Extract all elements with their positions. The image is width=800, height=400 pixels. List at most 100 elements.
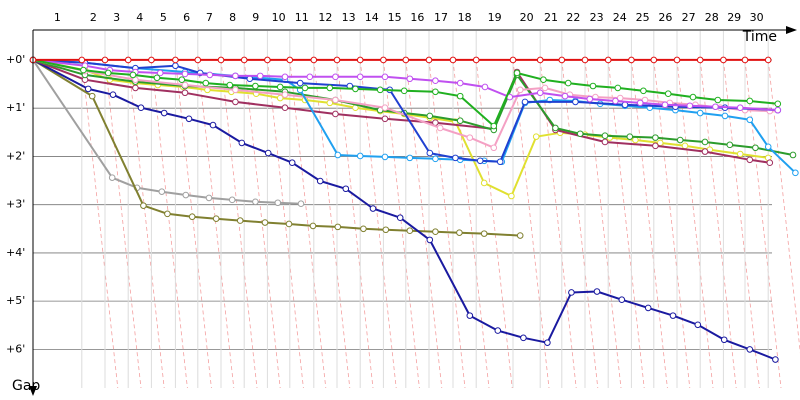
series-point xyxy=(516,86,524,94)
lap-dashed-line xyxy=(313,59,351,389)
y-tick-label: +2' xyxy=(6,149,25,162)
series-point xyxy=(614,84,622,92)
series-point xyxy=(240,56,248,64)
series-point xyxy=(402,56,410,64)
series-point xyxy=(476,157,484,165)
series-point xyxy=(281,73,289,81)
lap-dashed-line xyxy=(428,59,466,389)
series-point xyxy=(104,69,112,77)
series-point xyxy=(205,194,213,202)
x-axis-arrow xyxy=(786,26,797,34)
series-point xyxy=(406,227,414,235)
series-point xyxy=(252,198,259,206)
series-point xyxy=(209,121,217,129)
lap-label: 5 xyxy=(160,11,167,24)
lap-dashed-line xyxy=(512,59,550,389)
series-point xyxy=(288,159,296,167)
series-point xyxy=(426,112,434,120)
series-point xyxy=(721,112,729,120)
series-point xyxy=(202,79,210,87)
series-point xyxy=(406,154,414,162)
series-point xyxy=(172,56,179,64)
lap-dashed-line xyxy=(220,59,258,389)
series-point xyxy=(281,104,289,112)
series-point xyxy=(746,97,754,105)
series-point xyxy=(764,56,772,64)
series-point xyxy=(238,139,246,147)
series-point xyxy=(132,84,139,92)
series-point xyxy=(158,188,166,195)
lap-label: 8 xyxy=(229,11,236,24)
lap-label: 7 xyxy=(206,11,213,24)
series-point xyxy=(140,202,147,209)
series-point xyxy=(153,74,161,82)
series-point xyxy=(686,102,694,110)
series-point xyxy=(561,92,569,100)
series-point xyxy=(160,109,168,117)
lap-label: 10 xyxy=(272,11,286,24)
series-point xyxy=(380,56,387,64)
series-point xyxy=(466,312,474,319)
lap-label: 9 xyxy=(252,11,259,24)
lap-dashed-line xyxy=(699,59,737,389)
series-point xyxy=(178,76,186,84)
series-point xyxy=(382,226,390,234)
series-point xyxy=(746,116,754,124)
lap-label: 16 xyxy=(410,11,424,24)
series-point xyxy=(689,93,697,101)
series-point xyxy=(696,109,704,117)
series-point xyxy=(589,82,597,90)
series-point xyxy=(586,95,594,103)
series-point xyxy=(286,56,294,64)
series-point xyxy=(466,134,474,141)
lap-dashed-line xyxy=(127,59,165,389)
series-point xyxy=(741,56,749,64)
series-point xyxy=(232,98,239,106)
series-point xyxy=(764,143,772,151)
series-point xyxy=(541,84,549,92)
series-point xyxy=(274,199,282,207)
y-tick-label: +0' xyxy=(6,53,25,66)
series-point xyxy=(712,103,719,111)
series-point xyxy=(194,56,202,64)
series-point xyxy=(568,289,575,296)
series-point xyxy=(601,138,609,146)
series-point xyxy=(513,69,521,77)
lap-label: 26 xyxy=(658,11,672,24)
series-point xyxy=(432,228,439,235)
series-point xyxy=(334,223,342,231)
series-point xyxy=(694,321,702,329)
lap-dashed-line xyxy=(723,59,760,389)
series-point xyxy=(316,177,324,185)
series-point xyxy=(532,133,540,140)
series-point xyxy=(334,151,342,159)
lap-dashed-line xyxy=(243,59,281,389)
series-point xyxy=(181,81,189,89)
series-point xyxy=(481,83,489,91)
lap-label: 6 xyxy=(183,11,190,24)
series-point xyxy=(381,115,389,123)
series-point xyxy=(172,62,179,70)
series-point xyxy=(181,70,189,78)
lap-dashed-line xyxy=(289,59,327,389)
series-point xyxy=(256,72,264,80)
series-point xyxy=(664,90,672,98)
series-line xyxy=(32,59,521,237)
lap-dashed-line xyxy=(607,59,645,389)
lap-dashed-line xyxy=(584,59,622,389)
lap-label: 13 xyxy=(342,11,356,24)
series-point xyxy=(88,92,96,100)
series-point xyxy=(490,122,498,130)
series-point xyxy=(396,214,404,222)
series-point xyxy=(232,86,239,94)
series-point xyxy=(612,97,619,105)
lap-dashed-line xyxy=(151,59,188,389)
lap-label: 1 xyxy=(54,11,61,24)
series-point xyxy=(746,156,754,164)
series-point xyxy=(376,86,384,94)
series-point xyxy=(297,200,305,208)
series-point xyxy=(217,56,225,64)
series-point xyxy=(342,185,350,193)
series-point xyxy=(720,56,727,64)
